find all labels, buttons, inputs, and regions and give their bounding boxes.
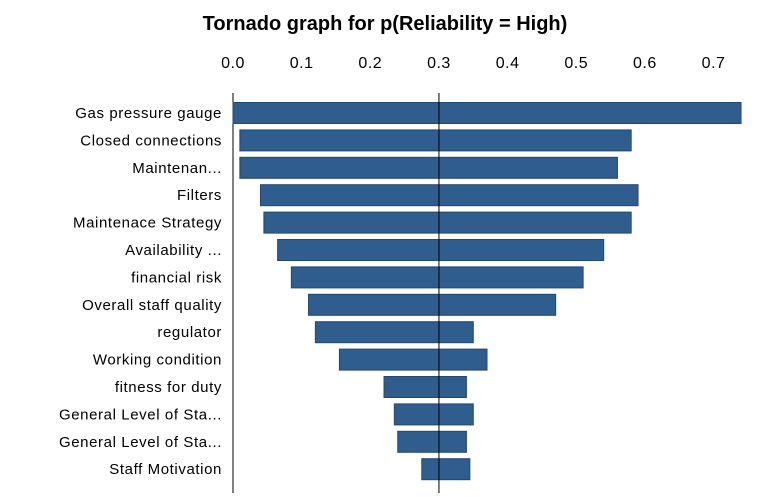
category-labels: Gas pressure gauge Closed connections Main… [59, 105, 222, 478]
x-tick-label: 0.1 [290, 55, 314, 72]
category-label: Working condition [93, 352, 222, 369]
bar [383, 376, 467, 398]
category-label: Maintenan... [132, 160, 222, 177]
category-label: regulator [157, 324, 222, 341]
x-tick-label: 0.2 [358, 55, 382, 72]
bar [308, 293, 557, 316]
bar [239, 129, 632, 152]
bar [239, 156, 618, 179]
category-label: Filters [177, 187, 222, 204]
bar-series [232, 102, 742, 481]
category-label: fitness for duty [115, 379, 222, 396]
category-label: financial risk [131, 269, 222, 286]
x-tick-label: 0.3 [427, 55, 451, 72]
x-axis-ticks: 0.0 0.1 0.2 0.3 0.4 0.5 0.6 0.7 [221, 55, 725, 72]
bar [393, 403, 474, 426]
bar [277, 239, 605, 261]
x-tick-label: 0.6 [633, 55, 657, 72]
bar [259, 184, 639, 207]
x-tick-label: 0.5 [564, 55, 588, 72]
bar [263, 211, 632, 234]
bar [421, 458, 471, 481]
x-tick-label: 0.7 [702, 55, 726, 72]
bar [397, 430, 467, 453]
bar [314, 321, 474, 344]
bar [338, 348, 488, 371]
category-label: Gas pressure gauge [75, 105, 222, 122]
category-label: Closed connections [80, 132, 222, 149]
category-label: Availability ... [125, 242, 222, 259]
chart-title: Tornado graph for p(Reliability = High) [203, 13, 568, 35]
x-tick-label: 0.4 [496, 55, 520, 72]
category-label: Staff Motivation [109, 461, 222, 478]
x-tick-label: 0.0 [221, 55, 245, 72]
category-label: Maintenace Strategy [73, 215, 222, 232]
category-label: General Level of Sta... [59, 406, 222, 423]
bar [290, 266, 584, 289]
category-label: General Level of Sta... [59, 434, 222, 451]
category-label: Overall staff quality [82, 297, 222, 314]
bar [232, 102, 742, 124]
